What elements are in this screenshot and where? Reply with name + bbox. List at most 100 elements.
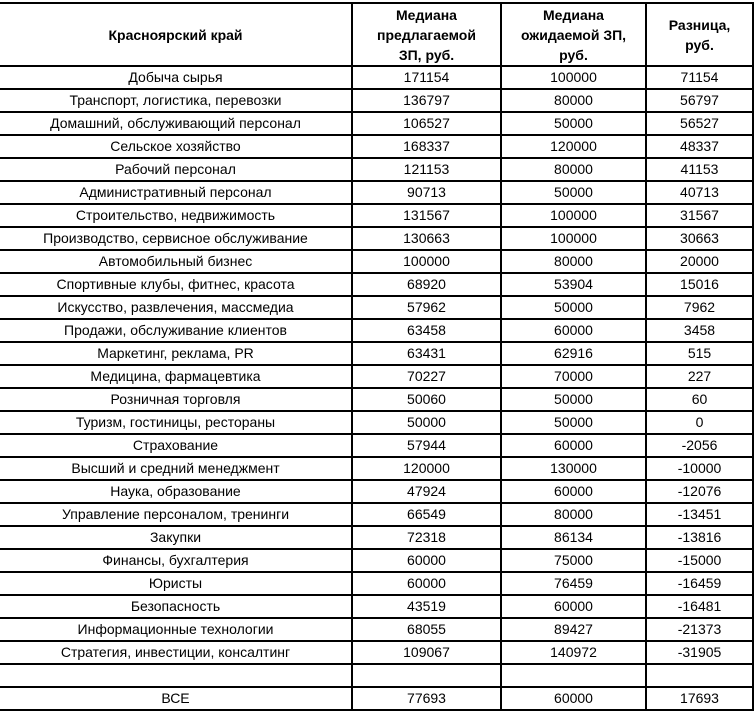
difference-cell: 7962 (645, 295, 754, 320)
expected-median-cell: 89427 (500, 617, 647, 642)
offered-median-cell: 50000 (351, 410, 502, 435)
offered-median-cell: 120000 (351, 456, 502, 481)
difference-cell: -12076 (645, 479, 754, 504)
expected-median-cell: 50000 (500, 410, 647, 435)
expected-median-cell: 80000 (500, 502, 647, 527)
difference-cell: -16459 (645, 571, 754, 596)
offered-median-cell (351, 663, 502, 688)
table-row: Управление персоналом, тренинги 66549 8000… (0, 502, 754, 527)
table-row: Страхование 57944 60000 -2056 (0, 433, 754, 458)
difference-cell: -16481 (645, 594, 754, 619)
difference-cell: -21373 (645, 617, 754, 642)
offered-median-cell: 57944 (351, 433, 502, 458)
category-cell: Домашний, обслуживающий персонал (0, 111, 353, 136)
difference-cell: 20000 (645, 249, 754, 274)
offered-median-cell: 106527 (351, 111, 502, 136)
table-row: Рабочий персонал 121153 80000 41153 (0, 157, 754, 182)
expected-median-cell: 100000 (500, 226, 647, 251)
table-row: Домашний, обслуживающий персонал 106527 50… (0, 111, 754, 136)
expected-median-cell: 76459 (500, 571, 647, 596)
expected-median-cell: 62916 (500, 341, 647, 366)
col-header-offered-median: Медиана предлагаемой ЗП, руб. (351, 2, 502, 67)
table-row: Маркетинг, реклама, PR 63431 62916 515 (0, 341, 754, 366)
offered-median-cell: 66549 (351, 502, 502, 527)
category-cell: Закупки (0, 525, 353, 550)
table-row: Спортивные клубы, фитнес, красота 68920 53… (0, 272, 754, 297)
category-cell: Продажи, обслуживание клиентов (0, 318, 353, 343)
category-cell: Туризм, гостиницы, рестораны (0, 410, 353, 435)
header-row: Красноярский край Медиана предлагаемой З… (0, 2, 754, 67)
expected-median-cell: 60000 (500, 433, 647, 458)
table-row: Транспорт, логистика, перевозки 136797 800… (0, 88, 754, 113)
table-row: Информационные технологии 68055 89427 -2137… (0, 617, 754, 642)
offered-median-cell: 63458 (351, 318, 502, 343)
difference-cell: 40713 (645, 180, 754, 205)
offered-median-cell: 63431 (351, 341, 502, 366)
expected-median-cell: 60000 (500, 479, 647, 504)
expected-median-cell: 60000 (500, 686, 647, 711)
category-cell: Финансы, бухгалтерия (0, 548, 353, 573)
table-row: Искусство, развлечения, массмедиа 57962 50… (0, 295, 754, 320)
table-row: Медицина, фармацевтика 70227 70000 227 (0, 364, 754, 389)
difference-cell: 17693 (645, 686, 754, 711)
difference-cell: 30663 (645, 226, 754, 251)
expected-median-cell: 50000 (500, 111, 647, 136)
expected-median-cell: 86134 (500, 525, 647, 550)
expected-median-cell (500, 663, 647, 688)
expected-median-cell: 80000 (500, 249, 647, 274)
expected-median-cell: 60000 (500, 318, 647, 343)
category-cell: Производство, сервисное обслуживание (0, 226, 353, 251)
category-cell: ВСЕ (0, 686, 353, 711)
expected-median-cell: 53904 (500, 272, 647, 297)
table-row: Производство, сервисное обслуживание 1306… (0, 226, 754, 251)
category-cell: Информационные технологии (0, 617, 353, 642)
offered-median-cell: 47924 (351, 479, 502, 504)
region-header-cell: Красноярский край (0, 2, 353, 67)
offered-median-cell: 130663 (351, 226, 502, 251)
expected-median-cell: 50000 (500, 387, 647, 412)
difference-cell: 0 (645, 410, 754, 435)
offered-median-cell: 70227 (351, 364, 502, 389)
difference-cell: -13451 (645, 502, 754, 527)
category-cell: Рабочий персонал (0, 157, 353, 182)
difference-cell: 31567 (645, 203, 754, 228)
offered-median-cell: 168337 (351, 134, 502, 159)
difference-cell: -10000 (645, 456, 754, 481)
offered-median-cell: 109067 (351, 640, 502, 665)
difference-cell: -15000 (645, 548, 754, 573)
category-cell: Транспорт, логистика, перевозки (0, 88, 353, 113)
offered-median-cell: 90713 (351, 180, 502, 205)
expected-median-cell: 60000 (500, 594, 647, 619)
expected-median-cell: 130000 (500, 456, 647, 481)
offered-median-cell: 43519 (351, 594, 502, 619)
expected-median-cell: 80000 (500, 157, 647, 182)
difference-cell: -2056 (645, 433, 754, 458)
expected-median-cell: 50000 (500, 295, 647, 320)
difference-cell (645, 663, 754, 688)
expected-median-cell: 140972 (500, 640, 647, 665)
category-cell: Страхование (0, 433, 353, 458)
difference-cell: 3458 (645, 318, 754, 343)
expected-median-cell: 75000 (500, 548, 647, 573)
table-row: Финансы, бухгалтерия 60000 75000 -15000 (0, 548, 754, 573)
table-row: Стратегия, инвестиции, консалтинг 109067 1… (0, 640, 754, 665)
offered-median-cell: 77693 (351, 686, 502, 711)
offered-median-cell: 50060 (351, 387, 502, 412)
offered-median-cell: 68920 (351, 272, 502, 297)
offered-median-cell: 60000 (351, 571, 502, 596)
table-row: Наука, образование 47924 60000 -12076 (0, 479, 754, 504)
difference-cell: 48337 (645, 134, 754, 159)
table-row: Туризм, гостиницы, рестораны 50000 50000 0 (0, 410, 754, 435)
expected-median-cell: 100000 (500, 65, 647, 90)
offered-median-cell: 68055 (351, 617, 502, 642)
total-row: ВСЕ 77693 60000 17693 (0, 686, 754, 711)
offered-median-cell: 100000 (351, 249, 502, 274)
expected-median-cell: 120000 (500, 134, 647, 159)
category-cell: Строительство, недвижимость (0, 203, 353, 228)
category-cell (0, 663, 353, 688)
col-header-expected-median: Медиана ожидаемой ЗП, руб. (500, 2, 647, 67)
expected-median-cell: 50000 (500, 180, 647, 205)
category-cell: Добыча сырья (0, 65, 353, 90)
category-cell: Юристы (0, 571, 353, 596)
expected-median-cell: 80000 (500, 88, 647, 113)
